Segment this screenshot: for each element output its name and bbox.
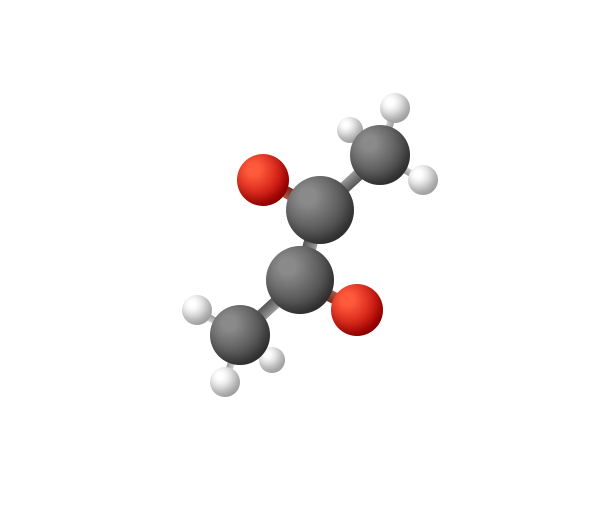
atom-C-C4 [210, 305, 270, 365]
atom-O-O2 [331, 284, 383, 336]
atom-O-O1 [237, 154, 289, 206]
molecule-canvas [0, 0, 600, 513]
atom-H-H1 [380, 93, 410, 123]
atom-H-H4 [210, 367, 240, 397]
atom-C-C3 [350, 125, 410, 185]
atom-C-C1 [286, 176, 354, 244]
atom-C-C2 [266, 246, 334, 314]
atom-H-H5 [182, 295, 212, 325]
atom-H-H2 [408, 165, 438, 195]
